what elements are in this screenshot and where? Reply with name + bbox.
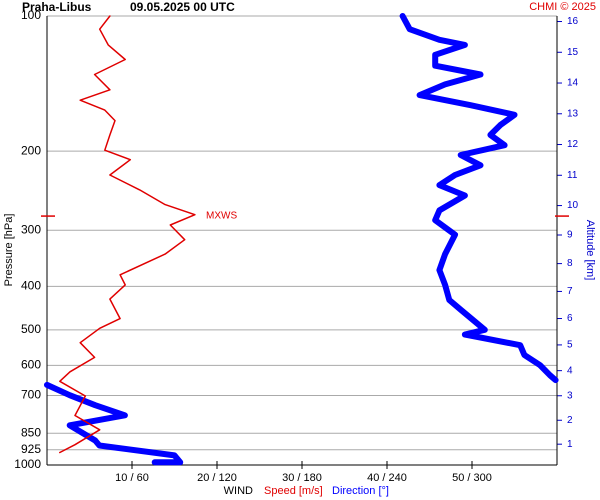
y-tick-label: 100 bbox=[21, 8, 41, 22]
y-axis-label: Pressure [hPa] bbox=[3, 214, 15, 287]
credit: CHMI © 2025 bbox=[529, 1, 596, 13]
y2-tick-label: 16 bbox=[567, 16, 579, 27]
y2-tick-label: 15 bbox=[567, 47, 579, 58]
y2-tick-label: 14 bbox=[567, 78, 579, 89]
legend-entry: Direction [°] bbox=[332, 485, 389, 497]
y2-tick-label: 7 bbox=[567, 286, 573, 297]
x-tick-label: 20 / 120 bbox=[197, 472, 237, 484]
y-tick-label: 700 bbox=[21, 388, 41, 402]
y2-tick-label: 4 bbox=[567, 365, 573, 376]
y2-tick-label: 10 bbox=[567, 200, 579, 211]
y2-tick-label: 2 bbox=[567, 415, 573, 426]
x-tick-label: 10 / 60 bbox=[115, 472, 149, 484]
y2-tick-label: 11 bbox=[567, 170, 578, 181]
y2-tick-label: 13 bbox=[567, 108, 579, 119]
y-tick-label: 200 bbox=[21, 143, 41, 157]
series-line bbox=[399, 13, 559, 384]
y2-tick-label: 1 bbox=[567, 439, 573, 450]
chart-title: Praha-Libus bbox=[22, 0, 92, 14]
y2-tick-label: 3 bbox=[567, 390, 573, 401]
annotation: MXWS bbox=[206, 211, 237, 222]
y-tick-label: 925 bbox=[21, 442, 41, 456]
series-line bbox=[59, 15, 196, 454]
y-tick-label: 600 bbox=[21, 358, 41, 372]
y2-tick-label: 6 bbox=[567, 313, 573, 324]
y-tick-label: 850 bbox=[21, 425, 41, 439]
legend-entry: Speed [m/s] bbox=[264, 485, 323, 497]
x-axis-label: WIND bbox=[224, 485, 253, 497]
y2-tick-label: 9 bbox=[567, 230, 573, 241]
y-tick-label: 500 bbox=[21, 322, 41, 336]
x-tick-label: 30 / 180 bbox=[282, 472, 322, 484]
x-tick-label: 50 / 300 bbox=[452, 472, 492, 484]
y2-tick-label: 12 bbox=[567, 139, 579, 150]
y2-axis-label: Altitude [km] bbox=[584, 220, 596, 281]
y-tick-label: 400 bbox=[21, 278, 41, 292]
y2-tick-label: 8 bbox=[567, 258, 573, 269]
chart-subtitle: 09.05.2025 00 UTC bbox=[130, 0, 235, 14]
y2-tick-label: 5 bbox=[567, 340, 573, 351]
y-tick-label: 300 bbox=[21, 222, 41, 236]
y-tick-label: 1000 bbox=[14, 457, 41, 471]
x-tick-label: 40 / 240 bbox=[367, 472, 407, 484]
series-line bbox=[44, 381, 184, 466]
